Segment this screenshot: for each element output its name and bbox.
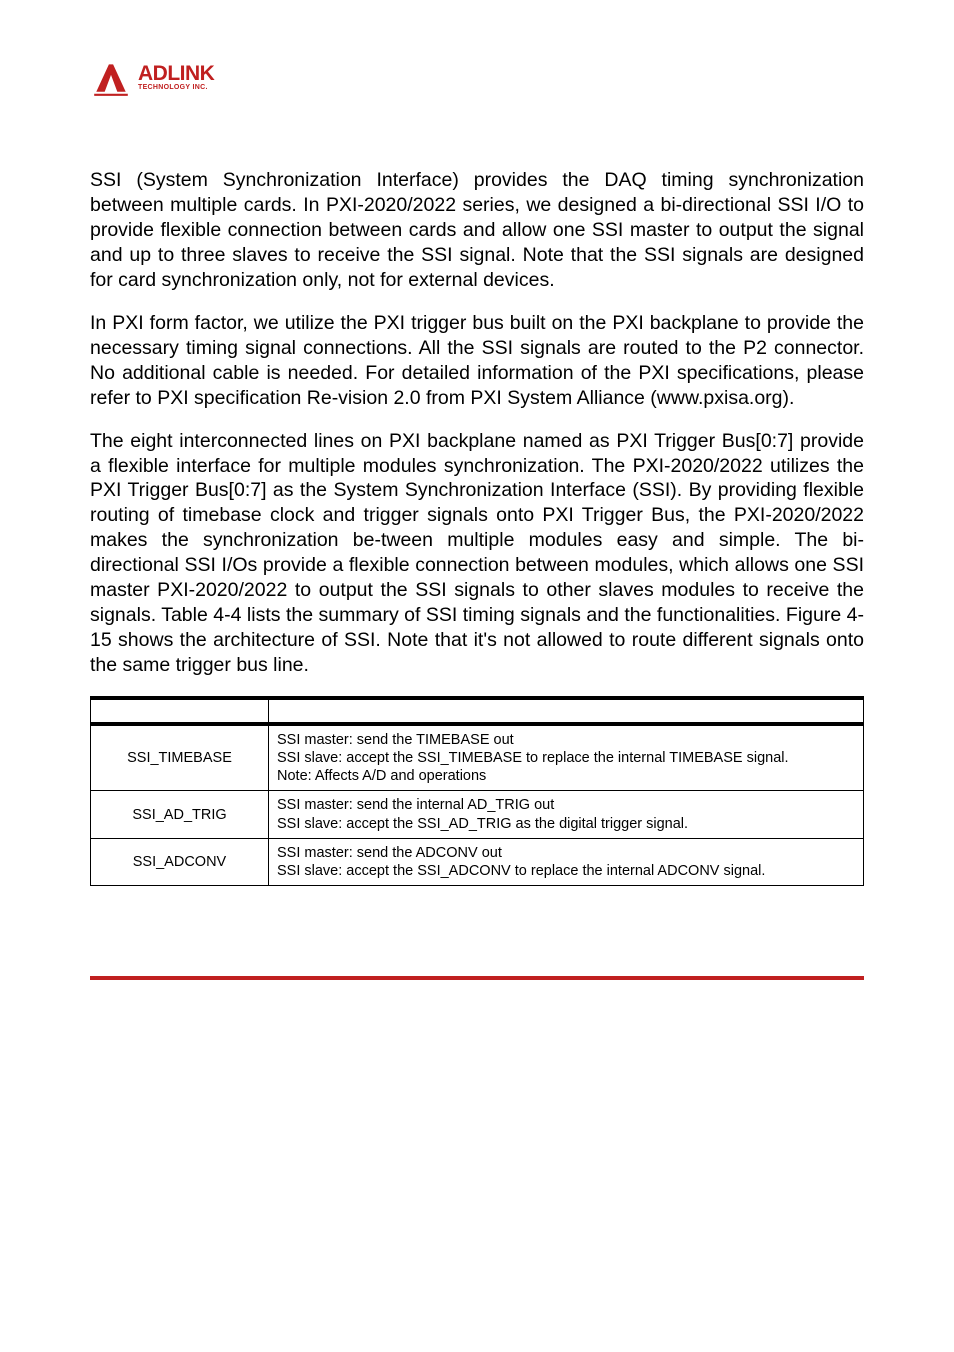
- signal-name-cell: SSI_TIMEBASE: [91, 724, 269, 791]
- signal-desc-cell: SSI master: send the internal AD_TRIG ou…: [269, 791, 864, 838]
- body-paragraph: The eight interconnected lines on PXI ba…: [90, 429, 864, 679]
- signal-name-cell: SSI_AD_TRIG: [91, 791, 269, 838]
- table-row: SSI_ADCONV SSI master: send the ADCONV o…: [91, 838, 864, 885]
- table-row: SSI_TIMEBASE SSI master: send the TIMEBA…: [91, 724, 864, 791]
- footer-rule: [90, 976, 864, 980]
- table-header-cell: [269, 698, 864, 724]
- signal-desc-cell: SSI master: send the TIMEBASE outSSI sla…: [269, 724, 864, 791]
- table-row: SSI_AD_TRIG SSI master: send the interna…: [91, 791, 864, 838]
- signal-name-cell: SSI_ADCONV: [91, 838, 269, 885]
- logo: ADLINK TECHNOLOGY INC.: [90, 56, 864, 98]
- adlink-logomark-icon: [90, 56, 132, 98]
- logo-sub-text: TECHNOLOGY INC.: [138, 84, 214, 91]
- body-paragraph: SSI (System Synchronization Interface) p…: [90, 168, 864, 293]
- logo-main-text: ADLINK: [138, 63, 214, 84]
- body-paragraph: In PXI form factor, we utilize the PXI t…: [90, 311, 864, 411]
- signal-desc-cell: SSI master: send the ADCONV outSSI slave…: [269, 838, 864, 885]
- ssi-signals-table: SSI_TIMEBASE SSI master: send the TIMEBA…: [90, 696, 864, 886]
- table-header-cell: [91, 698, 269, 724]
- table-header-row: [91, 698, 864, 724]
- logo-text: ADLINK TECHNOLOGY INC.: [138, 63, 214, 91]
